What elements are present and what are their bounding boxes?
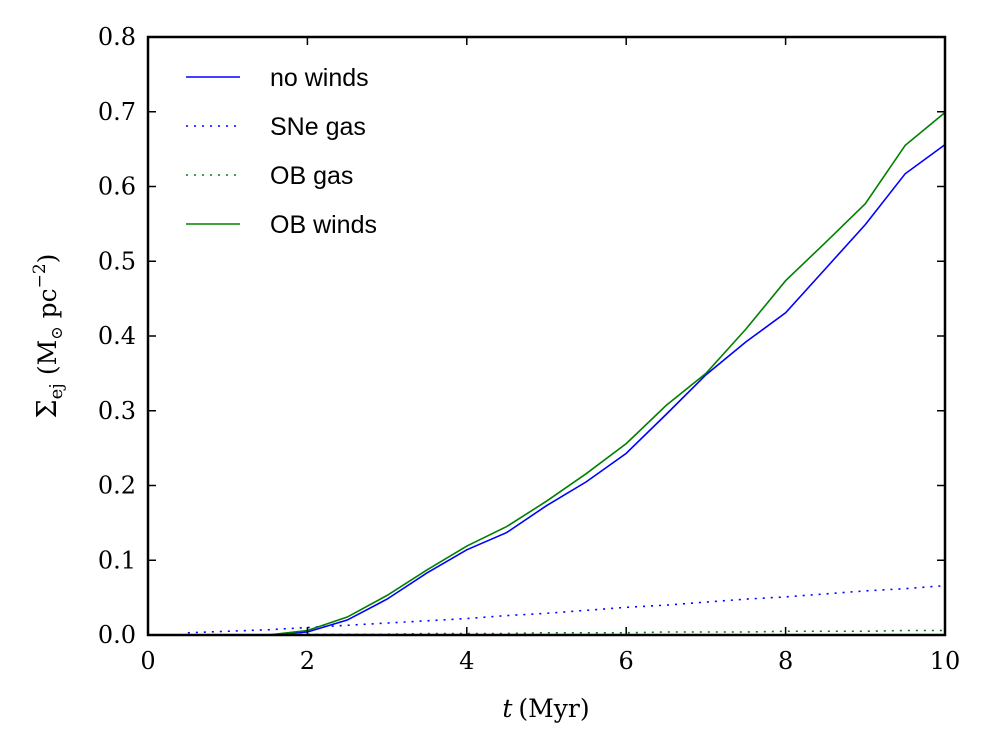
plot-frame — [148, 37, 945, 635]
x-axis-label-var: t — [502, 694, 513, 723]
x-tick-label-2: 4 — [459, 647, 474, 675]
plot-border — [146, 35, 947, 637]
legend-label-ob-gas: OB gas — [270, 162, 353, 190]
y-tick-label-6: 0.6 — [98, 173, 136, 201]
x-axis-label: t (Myr) — [502, 694, 589, 723]
plot-area: 0 2 4 6 8 10 0.0 0.1 0.2 0.3 0.4 0.5 0.6 0.7 0.8 — [98, 23, 960, 675]
series-layer — [187, 111, 946, 636]
y-axis-label-pre: (M — [33, 340, 62, 375]
y-axis-label-sym: Σ — [32, 399, 63, 418]
series-line-ob-winds — [187, 111, 946, 636]
y-axis-label-sub: ej — [46, 383, 67, 399]
legend-label-ob-winds: OB winds — [270, 211, 377, 239]
legend-entry-sne-gas: SNe gas — [186, 113, 366, 141]
x-axis-label-unit: (Myr) — [518, 694, 589, 723]
y-tick-label-0: 0.0 — [98, 621, 136, 649]
legend: no winds SNe gas OB gas OB winds — [186, 64, 377, 239]
y-tick-label-1: 0.1 — [98, 546, 136, 574]
legend-entry-ob-gas: OB gas — [186, 162, 353, 190]
legend-label-sne-gas: SNe gas — [270, 113, 366, 141]
y-axis-label-post: ) — [33, 254, 62, 264]
legend-entry-ob-winds: OB winds — [186, 211, 377, 239]
x-tick-label-3: 6 — [619, 647, 634, 675]
x-tick-label-4: 8 — [778, 647, 793, 675]
series-line-no-winds — [187, 143, 946, 636]
y-axis-label-mid: pc — [33, 288, 62, 326]
y-tick-label-3: 0.3 — [98, 397, 136, 425]
y-tick-label-7: 0.7 — [98, 98, 136, 126]
y-axis-label-sun: ⊙ — [47, 326, 66, 339]
legend-label-no-winds: no winds — [270, 64, 369, 92]
tick-layer: 0 2 4 6 8 10 0.0 0.1 0.2 0.3 0.4 0.5 0.6 0.7 0.8 — [98, 23, 960, 675]
x-tick-label-5: 10 — [930, 647, 961, 675]
series-line-sne-gas — [187, 584, 946, 634]
x-tick-label-1: 2 — [300, 647, 315, 675]
y-tick-label-2: 0.2 — [98, 472, 136, 500]
y-axis-label: Σej (M⊙ pc−2) — [30, 254, 67, 419]
legend-entry-no-winds: no winds — [186, 64, 369, 92]
y-tick-label-8: 0.8 — [98, 23, 136, 51]
x-tick-label-0: 0 — [140, 647, 155, 675]
y-axis-label-sup: −2 — [30, 263, 50, 288]
y-tick-label-5: 0.5 — [98, 247, 136, 275]
y-tick-label-4: 0.4 — [98, 322, 136, 350]
